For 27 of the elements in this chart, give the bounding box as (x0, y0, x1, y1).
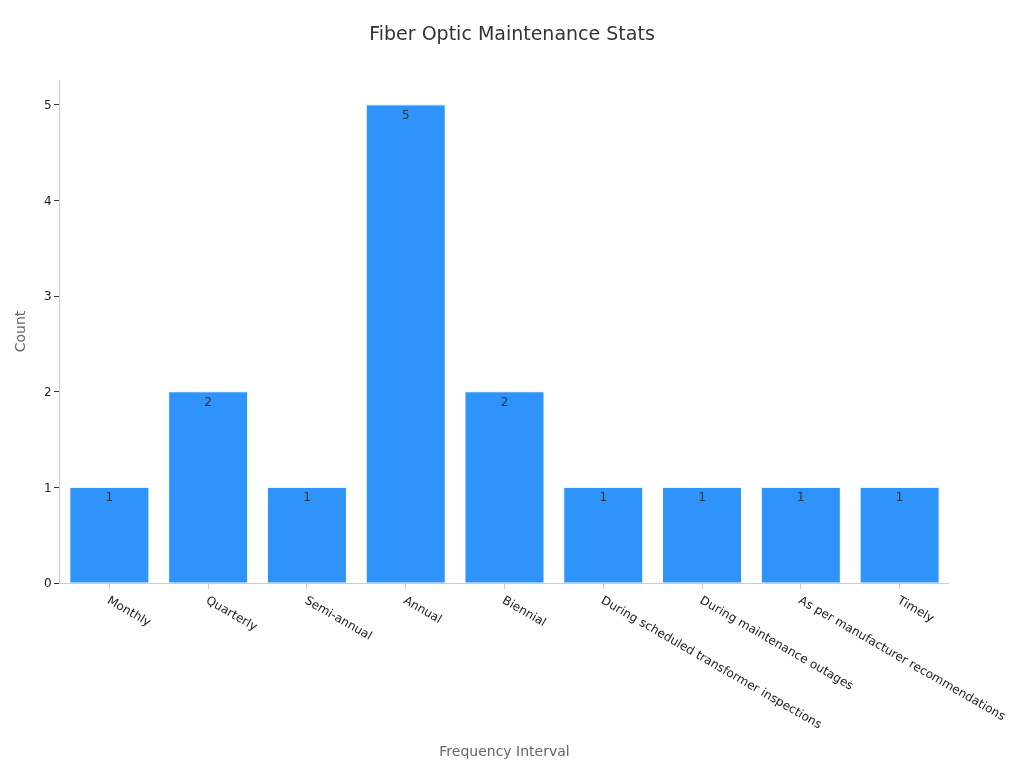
data-label: 1 (105, 490, 114, 505)
bar (859, 486, 940, 583)
y-axis-title: Count (11, 310, 28, 353)
y-tick-label: 0 (43, 576, 52, 591)
bar (464, 391, 545, 583)
data-label: 5 (401, 107, 410, 122)
bar (365, 104, 446, 583)
bar (266, 486, 347, 583)
y-tick-label: 4 (43, 193, 52, 208)
data-label: 1 (599, 490, 608, 505)
data-label: 2 (204, 394, 212, 409)
y-tick-label: 3 (43, 289, 52, 304)
data-label: 1 (698, 490, 706, 505)
y-tick-label: 1 (43, 480, 52, 495)
y-tick-label: 2 (43, 384, 52, 399)
data-label: 2 (500, 394, 509, 409)
bar (563, 486, 644, 583)
chart-title: Fiber Optic Maintenance Stats (369, 22, 655, 45)
data-label: 1 (303, 490, 311, 505)
bar (69, 486, 150, 583)
bar (662, 486, 743, 583)
bar (760, 486, 841, 583)
data-label: 1 (895, 490, 904, 505)
y-tick-label: 5 (43, 98, 52, 113)
data-label: 1 (797, 490, 805, 505)
x-axis-title: Frequency Interval (439, 742, 570, 759)
bar (168, 391, 249, 583)
